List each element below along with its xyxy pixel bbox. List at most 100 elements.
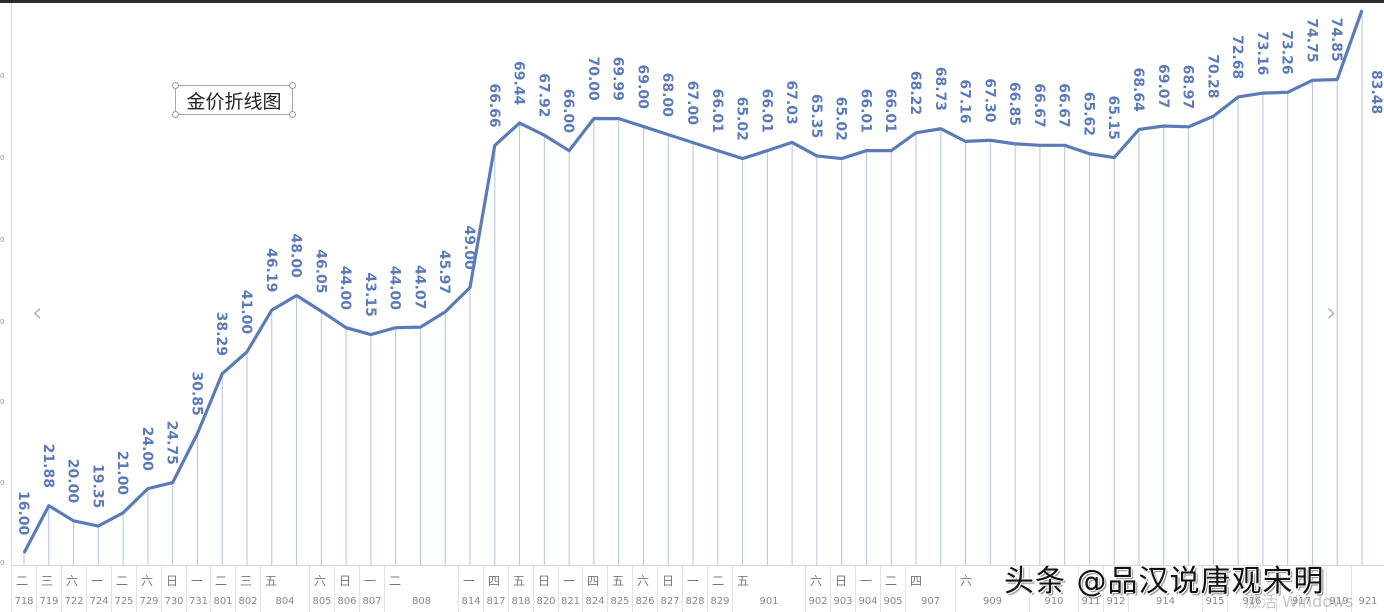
chevron-right-icon[interactable]: ›: [1326, 298, 1337, 328]
x-category-cell: 915: [1202, 566, 1227, 612]
weekday-label: 五: [612, 574, 625, 588]
x-category-cell: 二 718: [11, 566, 36, 612]
resize-handle-br[interactable]: [289, 111, 296, 118]
x-category-cell: 一 724: [86, 566, 111, 612]
weekday-label: 二: [712, 574, 725, 588]
data-label: 67.30: [981, 78, 997, 123]
weekday-label: 六: [314, 574, 327, 588]
weekday-label: 一: [364, 574, 377, 588]
date-label: 826: [635, 596, 655, 607]
date-label: 915: [1205, 596, 1225, 607]
x-category-cell: 一 904: [855, 566, 880, 612]
weekday-label: 日: [835, 574, 848, 588]
date-label: 817: [486, 596, 506, 607]
data-label: 65.02: [734, 97, 750, 141]
data-label: 49.00: [461, 225, 477, 270]
data-label: 70.28: [1204, 54, 1220, 98]
weekday-label: 四: [910, 574, 923, 588]
date-label: 917: [1291, 596, 1312, 607]
date-label: 825: [610, 596, 630, 607]
date-label: 807: [362, 596, 382, 607]
date-label: 818: [511, 596, 531, 607]
chevron-left-icon[interactable]: ‹: [32, 298, 43, 328]
date-label: 911: [1081, 596, 1101, 607]
data-label: 69.07: [1155, 64, 1171, 108]
x-category-cell: 914: [1128, 566, 1202, 612]
data-label: 69.44: [511, 61, 527, 106]
data-label: 45.97: [436, 250, 452, 294]
chart-title[interactable]: 金价折线图: [172, 82, 296, 118]
date-label: 903: [833, 596, 853, 607]
x-axis-categories: 二 718 三 719 六 722 一 724 二 725 六 729 日 730 一 731 二 801 三 802…: [11, 565, 1384, 612]
x-category-cell: 一 814: [458, 566, 483, 612]
date-label: 805: [312, 596, 332, 607]
data-label: 66.01: [709, 89, 725, 133]
date-label: 725: [114, 596, 134, 607]
weekday-label: 一: [687, 574, 700, 588]
data-label: 24.00: [139, 427, 155, 472]
x-category-cell: 911: [1078, 566, 1103, 612]
line-chart: 16.00 21.88 20.00 19.35 21.00 24.00 24.75 30.85…: [15, 9, 1384, 565]
data-label: 69.00: [634, 65, 650, 110]
x-category-cell: 五 901: [732, 566, 805, 612]
resize-handle-tr[interactable]: [289, 82, 296, 89]
weekday-label: 日: [662, 574, 675, 588]
x-category-cell: 一 807: [359, 566, 384, 612]
date-label: 820: [536, 596, 556, 607]
resize-handle-bl[interactable]: [172, 111, 179, 118]
y-tick-label: 0: [0, 559, 5, 567]
y-tick-label: 0: [0, 318, 5, 326]
data-label: 67.16: [957, 79, 973, 123]
data-label: 68.64: [1130, 67, 1146, 112]
y-tick-label: 0: [0, 398, 5, 406]
data-label: 65.35: [808, 94, 824, 138]
date-label: 722: [64, 596, 84, 607]
resize-handle-tl[interactable]: [172, 82, 179, 89]
x-category-cell: 921: [1351, 566, 1384, 612]
data-label: 38.29: [213, 312, 229, 356]
data-label: 44.00: [337, 266, 353, 311]
x-category-cell: 六 909: [955, 566, 1029, 612]
x-category-cell: 五 804: [260, 566, 309, 612]
data-label: 66.67: [1056, 83, 1072, 127]
weekday-label: 三: [240, 574, 253, 588]
data-label: 24.75: [164, 421, 180, 465]
data-label: 67.00: [684, 81, 700, 126]
price-line[interactable]: [22, 9, 1364, 554]
data-label: 30.85: [188, 372, 204, 416]
x-category-cell: 二 725: [111, 566, 136, 612]
weekday-label: 日: [538, 574, 551, 588]
data-label: 66.66: [486, 83, 502, 127]
data-label: 46.05: [312, 249, 328, 293]
data-label: 65.15: [1105, 96, 1121, 140]
y-tick-label: 0: [0, 72, 5, 80]
weekday-label: 六: [637, 574, 650, 588]
data-label: 65.62: [1080, 92, 1096, 136]
data-label: 20.00: [65, 459, 81, 504]
weekday-label: 六: [66, 574, 79, 588]
chart-title-text: 金价折线图: [186, 90, 282, 113]
data-label: 16.00: [15, 491, 31, 536]
date-label: 901: [759, 596, 779, 607]
weekday-label: 五: [513, 574, 526, 588]
x-category-cell: 一 828: [682, 566, 707, 612]
data-label: 44.07: [411, 265, 427, 309]
x-category-cell: 916: [1227, 566, 1276, 612]
data-label: 66.01: [857, 89, 873, 133]
x-category-cell: 六 722: [61, 566, 86, 612]
data-label: 44.00: [387, 266, 403, 311]
data-label: 67.03: [783, 80, 799, 124]
date-label: 909: [982, 596, 1003, 607]
weekday-label: 五: [737, 574, 750, 588]
date-label: 910: [1044, 596, 1064, 607]
date-label: 824: [585, 596, 605, 607]
date-label: 729: [139, 596, 159, 607]
weekday-label: 五: [265, 574, 278, 588]
date-label: 731: [188, 596, 209, 607]
data-label: 21.00: [114, 451, 130, 496]
weekday-label: 二: [16, 574, 29, 588]
weekday-label: 一: [191, 574, 204, 588]
date-label: 902: [808, 596, 828, 607]
date-label: 904: [858, 596, 878, 607]
x-category-cell: 六 826: [632, 566, 657, 612]
